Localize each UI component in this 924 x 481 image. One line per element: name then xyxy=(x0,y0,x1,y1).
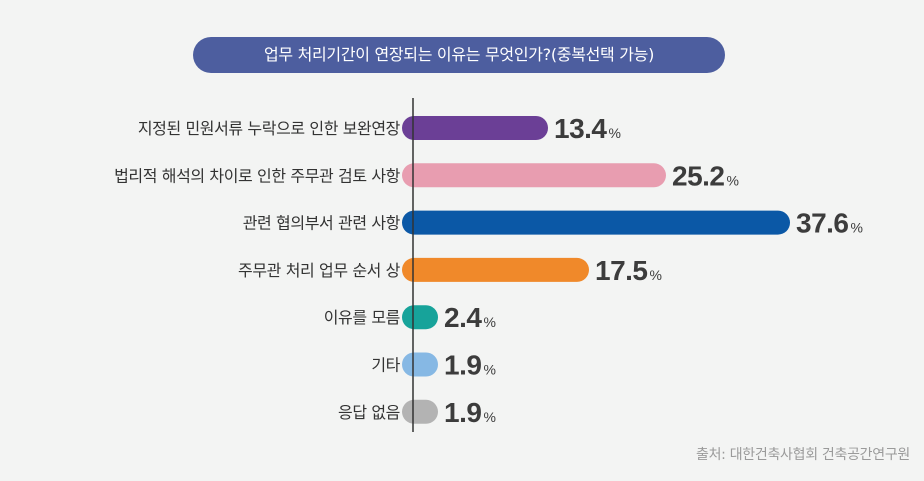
value-number: 13.4 xyxy=(554,113,607,144)
category-label: 응답 없음 xyxy=(338,403,400,422)
bar xyxy=(402,352,438,377)
value-number: 25.2 xyxy=(672,160,725,191)
category-label: 법리적 해석의 차이로 인한 주무관 검토 사항 xyxy=(114,166,401,185)
category-label: 지정된 민원서류 누락으로 인한 보완연장 xyxy=(138,119,401,138)
value-unit: % xyxy=(727,172,739,188)
source-note: 출처: 대한건축사협회 건축공간연구원 xyxy=(696,447,910,463)
value-unit: % xyxy=(650,267,662,283)
value-label: 1.9% xyxy=(444,397,496,428)
category-label: 주무관 처리 업무 순서 상 xyxy=(238,261,401,280)
bar xyxy=(402,399,438,424)
category-label: 기타 xyxy=(371,356,400,375)
bar xyxy=(402,116,548,140)
value-unit: % xyxy=(483,314,495,330)
value-label: 2.4% xyxy=(444,302,496,333)
value-unit: % xyxy=(483,362,495,378)
value-number: 2.4 xyxy=(444,302,482,333)
value-unit: % xyxy=(851,220,863,236)
value-label: 25.2% xyxy=(672,160,739,191)
bar xyxy=(402,257,589,282)
value-unit: % xyxy=(483,409,495,425)
value-unit: % xyxy=(609,125,621,141)
value-number: 17.5 xyxy=(595,255,648,286)
value-label: 17.5% xyxy=(595,255,662,286)
bar xyxy=(402,305,438,330)
category-label: 이유를 모름 xyxy=(324,308,400,327)
value-label: 1.9% xyxy=(444,350,496,381)
bar xyxy=(402,163,666,188)
value-number: 1.9 xyxy=(444,397,481,428)
chart-title: 업무 처리기간이 연장되는 이유는 무엇인가?(중복선택 가능) xyxy=(193,37,725,73)
value-label: 37.6% xyxy=(796,208,863,239)
value-number: 37.6 xyxy=(796,208,849,239)
category-label: 관련 협의부서 관련 사항 xyxy=(243,214,401,233)
value-label: 13.4% xyxy=(554,113,621,144)
bar xyxy=(402,210,790,235)
value-number: 1.9 xyxy=(444,350,481,381)
